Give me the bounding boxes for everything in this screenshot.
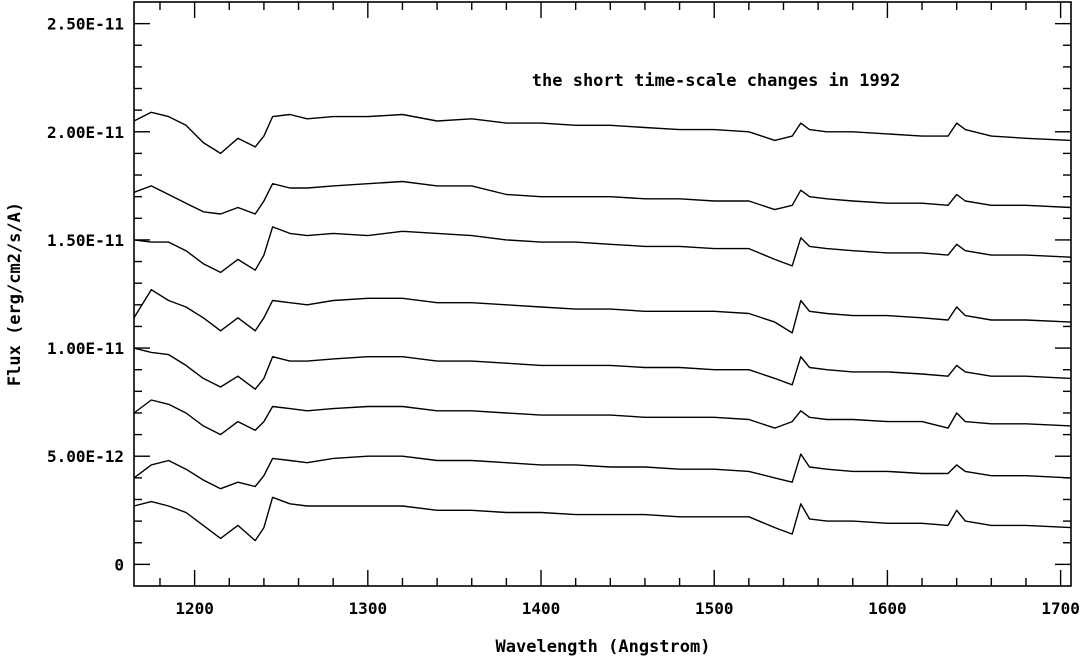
spectrum-line-5 bbox=[133, 347, 1072, 390]
y-tick-label: 1.50E-11 bbox=[47, 231, 124, 250]
spectrum-line-8 bbox=[133, 496, 1072, 542]
y-tick-label: 5.00E-12 bbox=[47, 447, 124, 466]
y-axis-title: Flux (erg/cm2/s/A) bbox=[5, 202, 25, 386]
plot-frame bbox=[133, 1, 1072, 587]
spectrum-line-6 bbox=[133, 399, 1072, 436]
tick-labels: 1200 1300 1400 1500 1600 1700 0 5.00E-12 1.00E-1… bbox=[47, 15, 1080, 618]
x-tick-label: 1600 bbox=[868, 599, 907, 618]
spectrum-line-4 bbox=[133, 289, 1072, 334]
x-tick-label: 1200 bbox=[175, 599, 214, 618]
spectrum-line-3 bbox=[133, 226, 1072, 274]
x-tick-label: 1700 bbox=[1041, 599, 1080, 618]
y-tick-label: 2.50E-11 bbox=[47, 15, 124, 34]
y-tick-label: 0 bbox=[114, 555, 124, 574]
plot-annotation: the short time-scale changes in 1992 bbox=[532, 71, 900, 91]
x-tick-label: 1300 bbox=[349, 599, 388, 618]
x-tick-label: 1400 bbox=[522, 599, 561, 618]
spectra-series bbox=[133, 111, 1072, 542]
x-axis-title: Wavelength (Angstrom) bbox=[496, 637, 711, 657]
y-tick-label: 2.00E-11 bbox=[47, 123, 124, 142]
axis-ticks bbox=[134, 2, 1071, 586]
spectrum-line-2 bbox=[133, 180, 1072, 215]
x-tick-label: 1500 bbox=[695, 599, 734, 618]
spectrum-line-1 bbox=[133, 111, 1072, 155]
spectrum-line-7 bbox=[133, 453, 1072, 490]
y-tick-label: 1.00E-11 bbox=[47, 339, 124, 358]
